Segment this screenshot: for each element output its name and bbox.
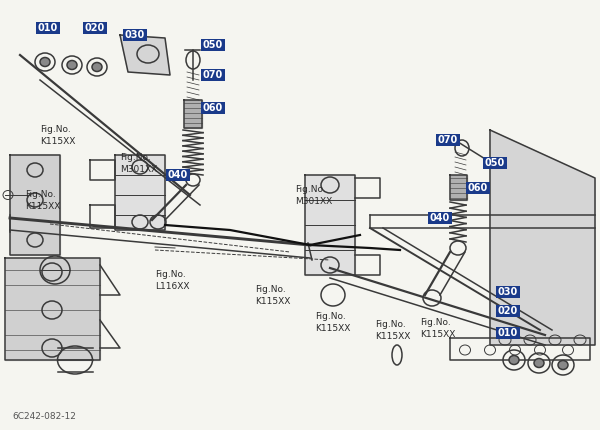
Text: 010: 010 <box>498 328 518 338</box>
Ellipse shape <box>92 62 102 71</box>
Text: 020: 020 <box>498 306 518 316</box>
Text: Fig.No.
K115XX: Fig.No. K115XX <box>375 320 410 341</box>
Text: 070: 070 <box>438 135 458 145</box>
Text: Fig.No.
K115XX: Fig.No. K115XX <box>40 125 76 146</box>
Text: 060: 060 <box>468 183 488 193</box>
Polygon shape <box>120 35 170 75</box>
Polygon shape <box>115 155 165 230</box>
Text: 030: 030 <box>125 30 145 40</box>
Text: 6C242-082-12: 6C242-082-12 <box>12 412 76 421</box>
Text: Fig.No.
K115XX: Fig.No. K115XX <box>315 312 350 333</box>
Text: 070: 070 <box>203 70 223 80</box>
Text: 030: 030 <box>498 287 518 297</box>
Text: Fig.No.
M301XX: Fig.No. M301XX <box>120 153 157 174</box>
Ellipse shape <box>558 360 568 369</box>
Polygon shape <box>184 100 202 128</box>
Ellipse shape <box>534 359 544 368</box>
Text: Fig.No.
K115XX: Fig.No. K115XX <box>255 285 290 306</box>
Text: 050: 050 <box>203 40 223 50</box>
Ellipse shape <box>509 356 519 365</box>
Polygon shape <box>305 175 355 275</box>
Text: 010: 010 <box>38 23 58 33</box>
Polygon shape <box>10 155 60 255</box>
Text: Fig.No.
K115XX: Fig.No. K115XX <box>25 190 61 211</box>
Text: 060: 060 <box>203 103 223 113</box>
Text: Fig.No.
L116XX: Fig.No. L116XX <box>155 270 190 291</box>
Text: 050: 050 <box>485 158 505 168</box>
Polygon shape <box>490 130 595 345</box>
Text: Fig.No.
M301XX: Fig.No. M301XX <box>295 185 332 206</box>
Text: 040: 040 <box>430 213 450 223</box>
Text: 020: 020 <box>85 23 105 33</box>
Text: Fig.No.
K115XX: Fig.No. K115XX <box>420 318 455 339</box>
Polygon shape <box>450 175 467 200</box>
Polygon shape <box>5 258 100 360</box>
Ellipse shape <box>40 58 50 67</box>
Ellipse shape <box>67 61 77 70</box>
Text: 040: 040 <box>168 170 188 180</box>
